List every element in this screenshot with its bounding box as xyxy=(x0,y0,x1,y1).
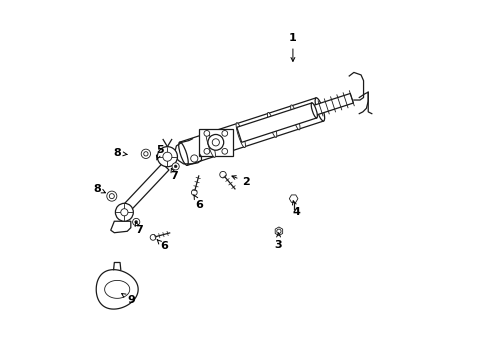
Text: 1: 1 xyxy=(288,33,296,61)
Text: 8: 8 xyxy=(93,184,105,194)
Text: 3: 3 xyxy=(274,233,282,249)
Circle shape xyxy=(109,194,114,199)
Text: 2: 2 xyxy=(231,176,250,187)
Polygon shape xyxy=(289,195,297,202)
Text: 8: 8 xyxy=(113,148,127,158)
Text: 6: 6 xyxy=(157,239,167,251)
Circle shape xyxy=(115,203,133,221)
Polygon shape xyxy=(110,221,131,233)
Circle shape xyxy=(190,155,198,162)
Polygon shape xyxy=(236,103,316,142)
Ellipse shape xyxy=(236,123,245,148)
Circle shape xyxy=(174,165,177,168)
Text: 6: 6 xyxy=(193,195,203,210)
Circle shape xyxy=(163,152,172,161)
Text: 9: 9 xyxy=(122,293,135,305)
Circle shape xyxy=(106,191,117,201)
Polygon shape xyxy=(179,98,323,165)
Circle shape xyxy=(222,148,227,154)
Circle shape xyxy=(157,147,177,167)
Circle shape xyxy=(222,131,227,136)
Circle shape xyxy=(191,190,197,195)
Text: 4: 4 xyxy=(292,201,300,217)
Polygon shape xyxy=(121,163,169,214)
Circle shape xyxy=(219,171,226,178)
Ellipse shape xyxy=(267,112,276,138)
Ellipse shape xyxy=(290,105,299,130)
Ellipse shape xyxy=(178,142,188,165)
Circle shape xyxy=(212,139,219,146)
Ellipse shape xyxy=(205,132,215,157)
Circle shape xyxy=(132,219,140,226)
Circle shape xyxy=(143,152,148,156)
Ellipse shape xyxy=(310,103,317,118)
Text: 7: 7 xyxy=(135,222,142,235)
Polygon shape xyxy=(104,280,129,298)
Ellipse shape xyxy=(314,98,324,121)
Circle shape xyxy=(203,148,209,154)
Circle shape xyxy=(207,134,223,150)
Circle shape xyxy=(135,221,137,224)
Polygon shape xyxy=(96,270,138,309)
Circle shape xyxy=(150,234,156,240)
Text: 5: 5 xyxy=(156,144,163,160)
Polygon shape xyxy=(198,129,232,156)
Circle shape xyxy=(203,131,209,136)
Circle shape xyxy=(276,229,281,233)
Polygon shape xyxy=(275,227,282,235)
Text: 7: 7 xyxy=(170,168,178,181)
Polygon shape xyxy=(312,94,353,115)
Circle shape xyxy=(141,149,150,158)
Circle shape xyxy=(121,209,128,216)
Circle shape xyxy=(172,163,179,170)
